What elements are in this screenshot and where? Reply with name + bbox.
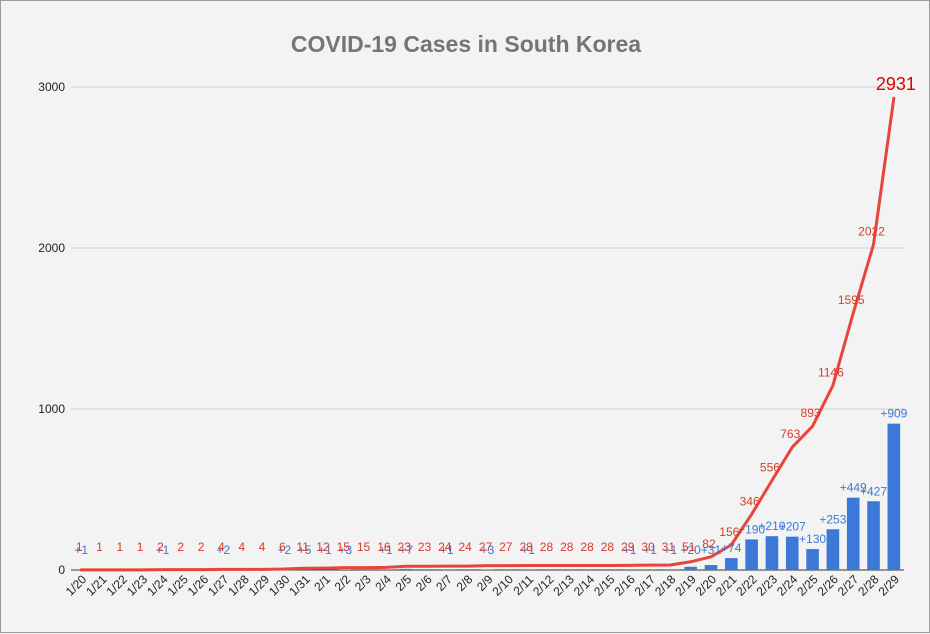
x-tick-label: 2/2 [332,572,354,594]
line-data-label: 24 [459,540,473,554]
line-data-label: 1595 [838,293,865,307]
x-tick-label: 2/29 [876,572,903,599]
line-data-label: 15 [337,540,351,554]
bar [684,567,697,570]
line-data-label: 346 [740,494,760,508]
total-cases-line [81,98,894,570]
line-data-label: 2 [177,540,184,554]
y-tick-label: 3000 [38,80,65,94]
line-data-label: 2931 [876,74,916,94]
line-data-label: 28 [560,540,574,554]
bar-data-label: +427 [860,484,887,498]
line-data-label: 1 [96,540,103,554]
line-data-label: 23 [398,540,412,554]
bar [806,549,819,570]
line-data-label: 11 [296,540,309,554]
y-tick-label: 2000 [38,241,65,255]
line-data-label: 893 [801,406,821,420]
line-data-label: 2 [157,540,164,554]
y-tick-label: 1000 [38,402,65,416]
x-tick-label: 2/1 [311,572,333,594]
bar [867,501,880,570]
bar-data-label: +253 [819,512,846,526]
x-tick-label: 2/3 [352,572,374,594]
line-data-label: 29 [621,540,635,554]
line-data-label: 28 [580,540,594,554]
line-data-label: 2022 [858,224,885,238]
bar [745,539,758,570]
line-data-label: 23 [418,540,432,554]
line-data-label: 15 [357,540,371,554]
bar-data-label: +74 [721,541,742,555]
line-data-label: 156 [719,525,739,539]
bar [888,424,901,570]
bar [725,558,738,570]
x-tick-label: 2/7 [433,572,455,594]
bar [847,498,860,570]
line-data-label: 1146 [818,365,844,379]
line-data-label: 1 [116,540,123,554]
line-data-label: 1 [76,540,83,554]
bar-data-label: +130 [799,532,826,546]
line-data-label: 28 [540,540,554,554]
x-tick-label: 2/4 [372,572,394,594]
line-data-label: 763 [780,427,800,441]
line-data-label: 51 [682,540,696,554]
line-data-label: 82 [702,537,716,551]
x-tick-label: 1/31 [286,572,313,599]
line-data-label: 4 [259,540,266,554]
bar-data-label: +909 [880,407,907,421]
x-tick-label: 2/6 [413,572,435,594]
line-data-label: 16 [377,540,391,554]
x-tick-label: 2/8 [454,572,476,594]
line-data-label: 2 [198,540,205,554]
bar [827,529,840,570]
line-data-label: 27 [499,540,513,554]
bar [705,565,718,570]
line-data-label: 24 [438,540,452,554]
line-data-label: 27 [479,540,493,554]
x-tick-label: 2/5 [393,572,415,594]
line-data-label: 6 [279,540,286,554]
line-data-label: 556 [760,460,780,474]
line-data-label: 4 [218,540,225,554]
line-data-label: 1 [137,540,144,554]
y-tick-label: 0 [58,563,65,577]
line-data-label: 28 [601,540,615,554]
bar [400,569,413,570]
line-data-label: 31 [662,540,676,554]
line-data-label: 12 [316,540,330,554]
line-data-label: 30 [641,540,655,554]
line-data-label: 4 [238,540,245,554]
bar [786,537,799,570]
bar [766,536,779,570]
line-data-label: 28 [519,540,533,554]
